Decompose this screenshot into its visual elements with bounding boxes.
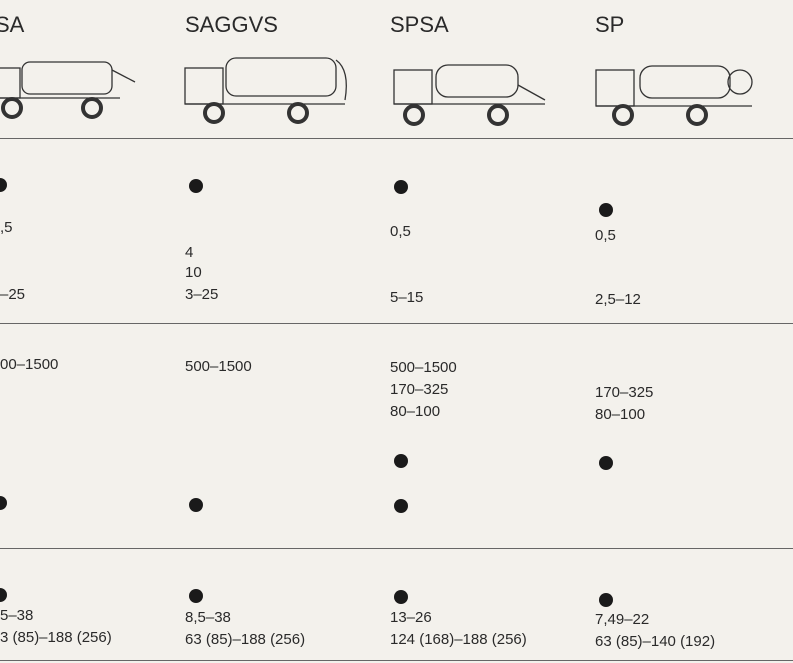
trucks <box>0 58 752 124</box>
illustrations <box>0 0 793 663</box>
page: SA SAGGVS SPSA SP ,5 –25 00–1500 5–38 3 … <box>0 0 793 663</box>
bullets <box>0 178 613 607</box>
